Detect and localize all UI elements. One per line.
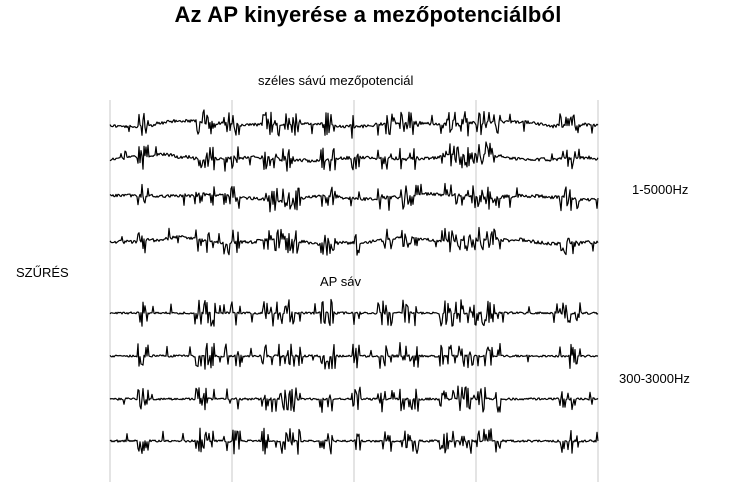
wideband-trace bbox=[109, 141, 599, 172]
page-title: Az AP kinyerése a mezőpotenciálból bbox=[174, 2, 562, 27]
ap-band-label: AP sáv bbox=[320, 274, 361, 289]
wideband-frequency-label: 1-5000Hz bbox=[632, 182, 689, 197]
ap-band-frequency-label: 300-3000Hz bbox=[619, 371, 690, 386]
wideband-trace bbox=[109, 109, 599, 139]
wideband-trace bbox=[109, 226, 599, 256]
wideband-trace bbox=[109, 182, 599, 213]
ap-band-trace bbox=[109, 298, 599, 327]
ap-band-trace bbox=[109, 427, 599, 455]
ap-band-trace bbox=[109, 385, 599, 413]
filtering-label: SZŰRÉS bbox=[16, 265, 69, 280]
wideband-label: széles sávú mezőpotenciál bbox=[258, 73, 414, 88]
ap-band-trace bbox=[109, 342, 598, 370]
